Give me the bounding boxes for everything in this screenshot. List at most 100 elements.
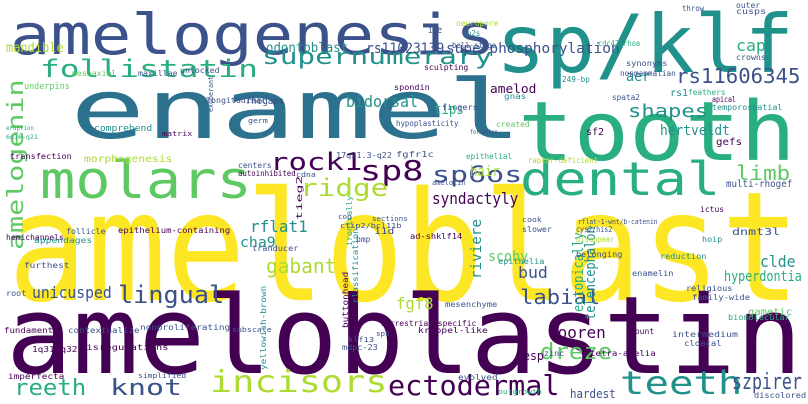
word: nesp <box>516 349 544 363</box>
word: multi-rhogef <box>726 179 793 190</box>
word: raptor-deficient <box>528 156 599 165</box>
word: 249-bp <box>562 75 590 84</box>
word: mesoaxial <box>72 69 117 78</box>
word: cha9 <box>240 235 276 251</box>
word: 1q31-q32 <box>32 345 78 354</box>
word: gnas <box>504 92 527 101</box>
word: rock1 <box>270 148 363 176</box>
word: szpirer <box>732 370 802 395</box>
word: aer <box>626 69 651 85</box>
word: bud <box>518 263 548 282</box>
word: rflat-1-wnt/b-catenin <box>578 218 658 226</box>
word: furthest <box>24 261 70 270</box>
word: dnmt3l <box>732 227 781 238</box>
word: longitudinal <box>206 96 266 105</box>
word: buttonhead <box>341 271 350 328</box>
word: hair <box>470 164 500 180</box>
word: spata2 <box>612 93 640 102</box>
word: matrix <box>162 130 193 138</box>
word: labial <box>520 285 601 309</box>
word: sf2 <box>586 127 605 138</box>
word: ictus <box>700 205 725 214</box>
word: enamel <box>70 63 523 158</box>
word: bell-stage <box>452 41 497 50</box>
word: cdc42-rhoa <box>598 39 641 48</box>
word: knot <box>110 376 182 401</box>
word: superphosphorylation <box>446 41 620 57</box>
word: hypoplasticity <box>396 119 459 128</box>
word: hoip <box>702 235 723 244</box>
word: limb <box>736 161 791 185</box>
word: epithelia <box>498 257 545 266</box>
word: rhogaps <box>246 96 285 107</box>
word: dreze <box>540 340 613 365</box>
word: germ <box>248 117 268 125</box>
word: gabant <box>266 254 337 278</box>
word: belonging <box>576 250 623 259</box>
word: fgfr1c <box>396 150 434 159</box>
word: fundamental <box>4 326 64 335</box>
word: created <box>496 120 530 129</box>
word: riviere <box>469 218 485 279</box>
word: cdna <box>296 171 316 179</box>
word: 11d <box>374 227 395 237</box>
word: molars <box>40 151 252 211</box>
word: outer <box>736 1 761 10</box>
word: comprehend <box>94 124 153 134</box>
word: ridge <box>300 174 389 202</box>
word: incisors <box>210 365 388 400</box>
word: cop <box>338 213 352 221</box>
word: dental <box>520 152 721 206</box>
word: mdpc-23 <box>342 343 378 352</box>
word: tetra-amelia <box>590 349 656 358</box>
word: clde <box>760 252 796 271</box>
word: ectopically <box>571 232 587 312</box>
word: appendages <box>34 236 93 245</box>
word: tieg2 <box>295 175 304 220</box>
word: discolored <box>754 391 807 400</box>
word: nonproliferating <box>140 323 231 332</box>
word: sections <box>372 215 408 223</box>
word: biomolecular <box>728 313 790 322</box>
word: synonyms <box>626 59 668 68</box>
word: cys2/his2 <box>576 225 613 234</box>
word: disappear <box>576 235 615 244</box>
word: ctip2/bcl11b <box>340 222 402 230</box>
word: cusps <box>736 7 767 16</box>
word: hardest <box>570 387 616 401</box>
word: spondin <box>394 83 430 92</box>
word: intermedium <box>672 330 738 339</box>
word: hertveldt <box>660 123 730 139</box>
word: cap <box>736 36 766 55</box>
word: feathers <box>688 88 726 97</box>
word: odontoblast <box>266 41 349 56</box>
word: bmp <box>356 235 371 244</box>
word: exuberant <box>207 76 215 112</box>
word: klf13 <box>348 336 375 344</box>
word: slower <box>522 225 552 234</box>
word: tranducer <box>252 244 299 253</box>
word: nonmammalian <box>620 69 676 78</box>
word: autoinhibited <box>238 169 296 178</box>
word: amelotin <box>432 179 466 187</box>
word: scohy <box>488 249 529 265</box>
word: teeth <box>620 364 743 402</box>
word: gametic <box>748 307 793 318</box>
word: rs1 <box>670 88 689 99</box>
word: 17q21.3-q22 <box>336 151 392 160</box>
word: formation <box>470 129 498 136</box>
word: simplified <box>138 372 187 380</box>
word: rs11606345 <box>676 64 801 88</box>
word: enamelin <box>632 269 674 278</box>
word: ad-shklf14 <box>410 232 463 241</box>
word: mandible <box>6 41 64 56</box>
word: gefs <box>716 137 743 148</box>
word: shapes <box>628 101 709 122</box>
word: apical <box>712 95 736 104</box>
word: kruppel-like <box>418 326 488 335</box>
word: sp8 <box>360 154 424 187</box>
word: amelogenesis <box>10 3 496 68</box>
word: subscale <box>232 326 272 334</box>
word: unicusped <box>32 283 112 302</box>
